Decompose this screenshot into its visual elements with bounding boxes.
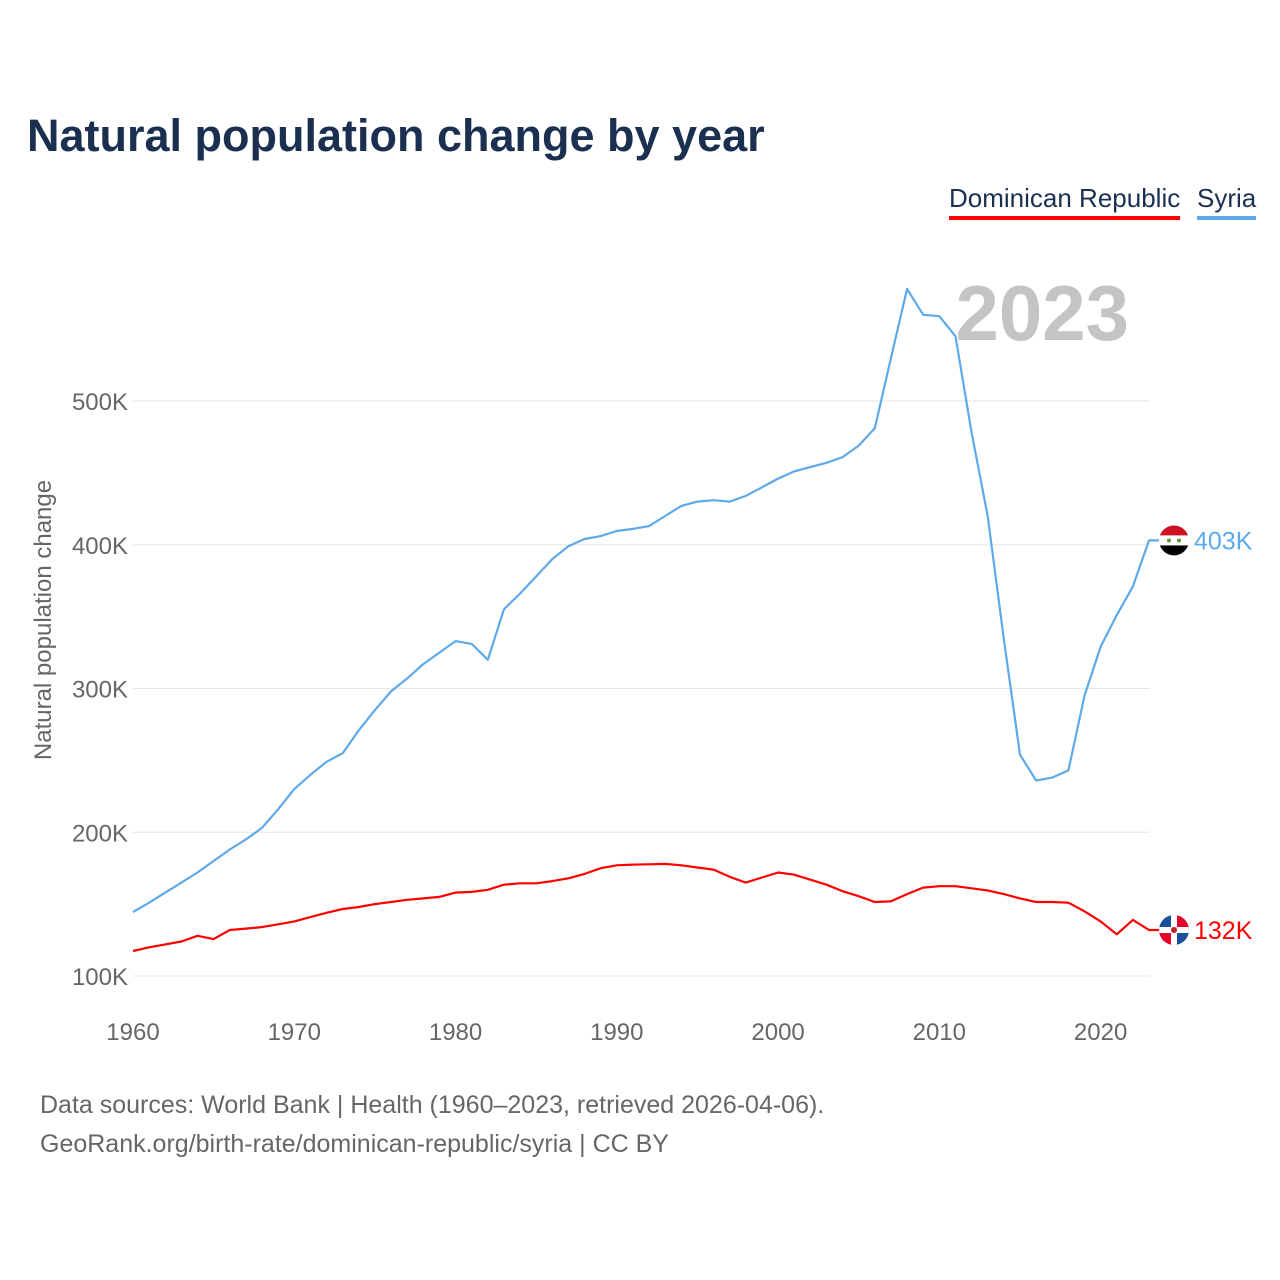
series-line-dominican-republic: [132, 862, 1162, 953]
flag-stripe: [1159, 525, 1189, 536]
legend-item-syria[interactable]: Syria: [1197, 183, 1257, 220]
flag-body: [1159, 915, 1189, 945]
flag-star: [1177, 538, 1181, 543]
x-tick-label: 2010: [913, 1019, 966, 1046]
source-link[interactable]: GeoRank.org/birth-rate/dominican-republi…: [40, 1130, 669, 1158]
x-tick-label: 2000: [751, 1019, 804, 1046]
y-tick-label: 400K: [72, 533, 128, 560]
flag-body: [1159, 525, 1189, 556]
flag-emblem: [1171, 927, 1177, 933]
x-tick-label: 1960: [106, 1019, 159, 1046]
chart-title: Natural population change by year: [27, 110, 765, 161]
y-tick-label: 300K: [72, 677, 128, 704]
y-axis-label: Natural population change: [30, 480, 57, 760]
flag-stripe: [1159, 545, 1189, 556]
x-tick-label: 1970: [268, 1019, 321, 1046]
x-tick-label: 1980: [429, 1019, 482, 1046]
y-tick-label: 100K: [72, 964, 128, 991]
data-source-text: Data sources: World Bank | Health (1960–…: [40, 1091, 825, 1119]
legend-item-dominican-republic[interactable]: Dominican Republic: [949, 183, 1181, 220]
syria-flag-icon: [1159, 525, 1189, 556]
y-tick-label: 200K: [72, 820, 128, 847]
dominican-republic-flag-icon: [1159, 915, 1189, 945]
flag-star: [1167, 538, 1171, 543]
end-value-label: 132K: [1194, 917, 1253, 945]
x-tick-label: 2020: [1074, 1019, 1127, 1046]
end-value-label: 403K: [1194, 527, 1253, 555]
series-line-syria: [132, 287, 1162, 913]
year-label: 2023: [955, 269, 1129, 357]
footer: Data sources: World Bank | Health (1960–…: [40, 1086, 824, 1164]
y-tick-label: 500K: [72, 389, 128, 416]
x-tick-label: 1990: [590, 1019, 643, 1046]
flag-stripe: [1159, 535, 1189, 546]
